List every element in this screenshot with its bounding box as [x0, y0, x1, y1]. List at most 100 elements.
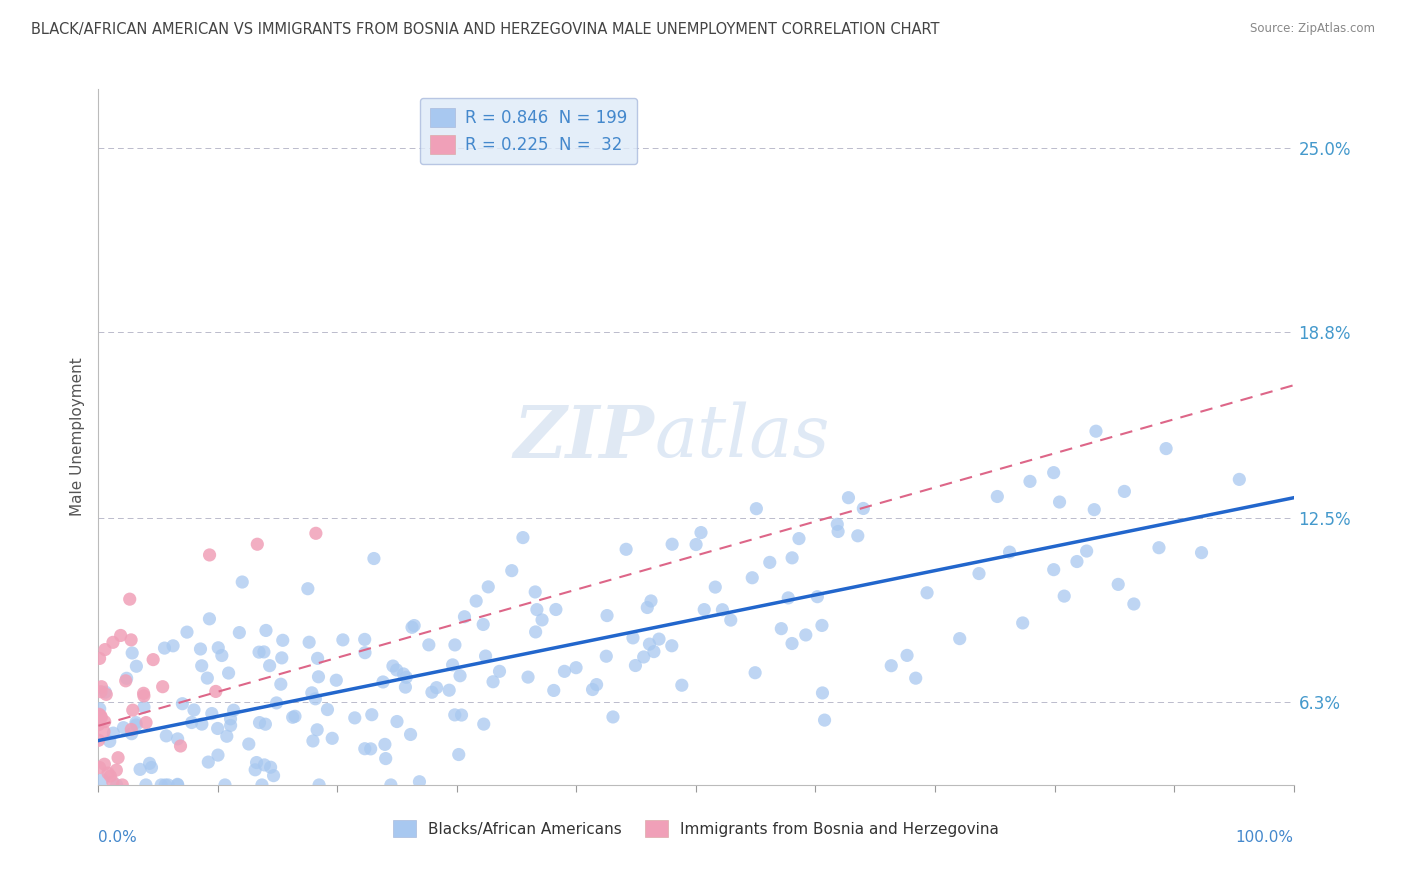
Point [250, 778, 273, 792]
Point [263, 769, 285, 783]
Point [316, 702, 339, 716]
Point [153, 641, 176, 656]
Point [453, 609, 475, 624]
Point [1011, 615, 1033, 630]
Point [671, 678, 693, 692]
Point [904, 671, 927, 685]
Point [852, 501, 875, 516]
Point [254, 717, 277, 731]
Point [176, 625, 198, 640]
Point [443, 707, 465, 722]
Point [246, 537, 269, 551]
Point [308, 778, 330, 792]
Point [1042, 466, 1064, 480]
Point [207, 748, 229, 763]
Point [374, 751, 396, 765]
Point [169, 739, 191, 753]
Point [307, 651, 329, 665]
Point [1019, 475, 1042, 489]
Point [107, 750, 129, 764]
Point [806, 590, 828, 604]
Point [138, 756, 160, 771]
Point [967, 566, 990, 581]
Point [543, 683, 565, 698]
Point [166, 778, 188, 792]
Point [191, 717, 214, 731]
Point [474, 648, 496, 663]
Point [450, 708, 472, 723]
Point [565, 661, 588, 675]
Point [325, 673, 347, 688]
Point [794, 628, 817, 642]
Point [332, 632, 354, 647]
Point [259, 658, 281, 673]
Point [93, 714, 115, 729]
Point [93, 757, 115, 772]
Point [661, 639, 683, 653]
Point [363, 551, 385, 566]
Point [720, 613, 742, 627]
Point [374, 738, 396, 752]
Point [770, 622, 793, 636]
Point [544, 602, 567, 616]
Point [270, 651, 292, 665]
Point [301, 686, 323, 700]
Text: ZIP: ZIP [513, 401, 654, 473]
Point [253, 645, 276, 659]
Point [638, 637, 661, 651]
Point [152, 680, 174, 694]
Point [115, 671, 138, 685]
Point [121, 646, 143, 660]
Point [172, 697, 194, 711]
Point [813, 713, 835, 727]
Point [596, 608, 619, 623]
Text: BLACK/AFRICAN AMERICAN VS IMMIGRANTS FROM BOSNIA AND HERZEGOVINA MALE UNEMPLOYME: BLACK/AFRICAN AMERICAN VS IMMIGRANTS FRO… [31, 22, 939, 37]
Point [408, 774, 430, 789]
Point [758, 555, 780, 569]
Point [661, 537, 683, 551]
Point [215, 729, 238, 743]
Point [125, 715, 148, 730]
Point [135, 715, 157, 730]
Point [90, 710, 112, 724]
Point [222, 703, 245, 717]
Point [581, 682, 603, 697]
Point [704, 580, 727, 594]
Point [249, 715, 271, 730]
Point [211, 648, 233, 663]
Point [488, 665, 510, 679]
Point [780, 550, 803, 565]
Text: 0.0%: 0.0% [98, 830, 138, 846]
Point [380, 778, 402, 792]
Point [238, 737, 260, 751]
Point [87, 733, 110, 747]
Point [90, 685, 112, 699]
Point [132, 700, 155, 714]
Point [259, 760, 281, 774]
Point [385, 714, 408, 729]
Point [132, 689, 155, 703]
Point [643, 644, 665, 658]
Point [228, 625, 250, 640]
Point [201, 706, 224, 721]
Point [1227, 472, 1250, 486]
Point [353, 741, 375, 756]
Point [553, 665, 575, 679]
Point [1147, 541, 1170, 555]
Point [298, 635, 321, 649]
Point [89, 710, 111, 724]
Point [94, 642, 117, 657]
Point [404, 618, 426, 632]
Point [986, 490, 1008, 504]
Point [89, 760, 111, 774]
Point [353, 632, 375, 647]
Point [305, 526, 328, 541]
Point [207, 722, 229, 736]
Point [517, 670, 540, 684]
Point [780, 636, 803, 650]
Point [204, 684, 226, 698]
Point [231, 574, 253, 589]
Point [602, 710, 624, 724]
Point [132, 686, 155, 700]
Point [297, 582, 319, 596]
